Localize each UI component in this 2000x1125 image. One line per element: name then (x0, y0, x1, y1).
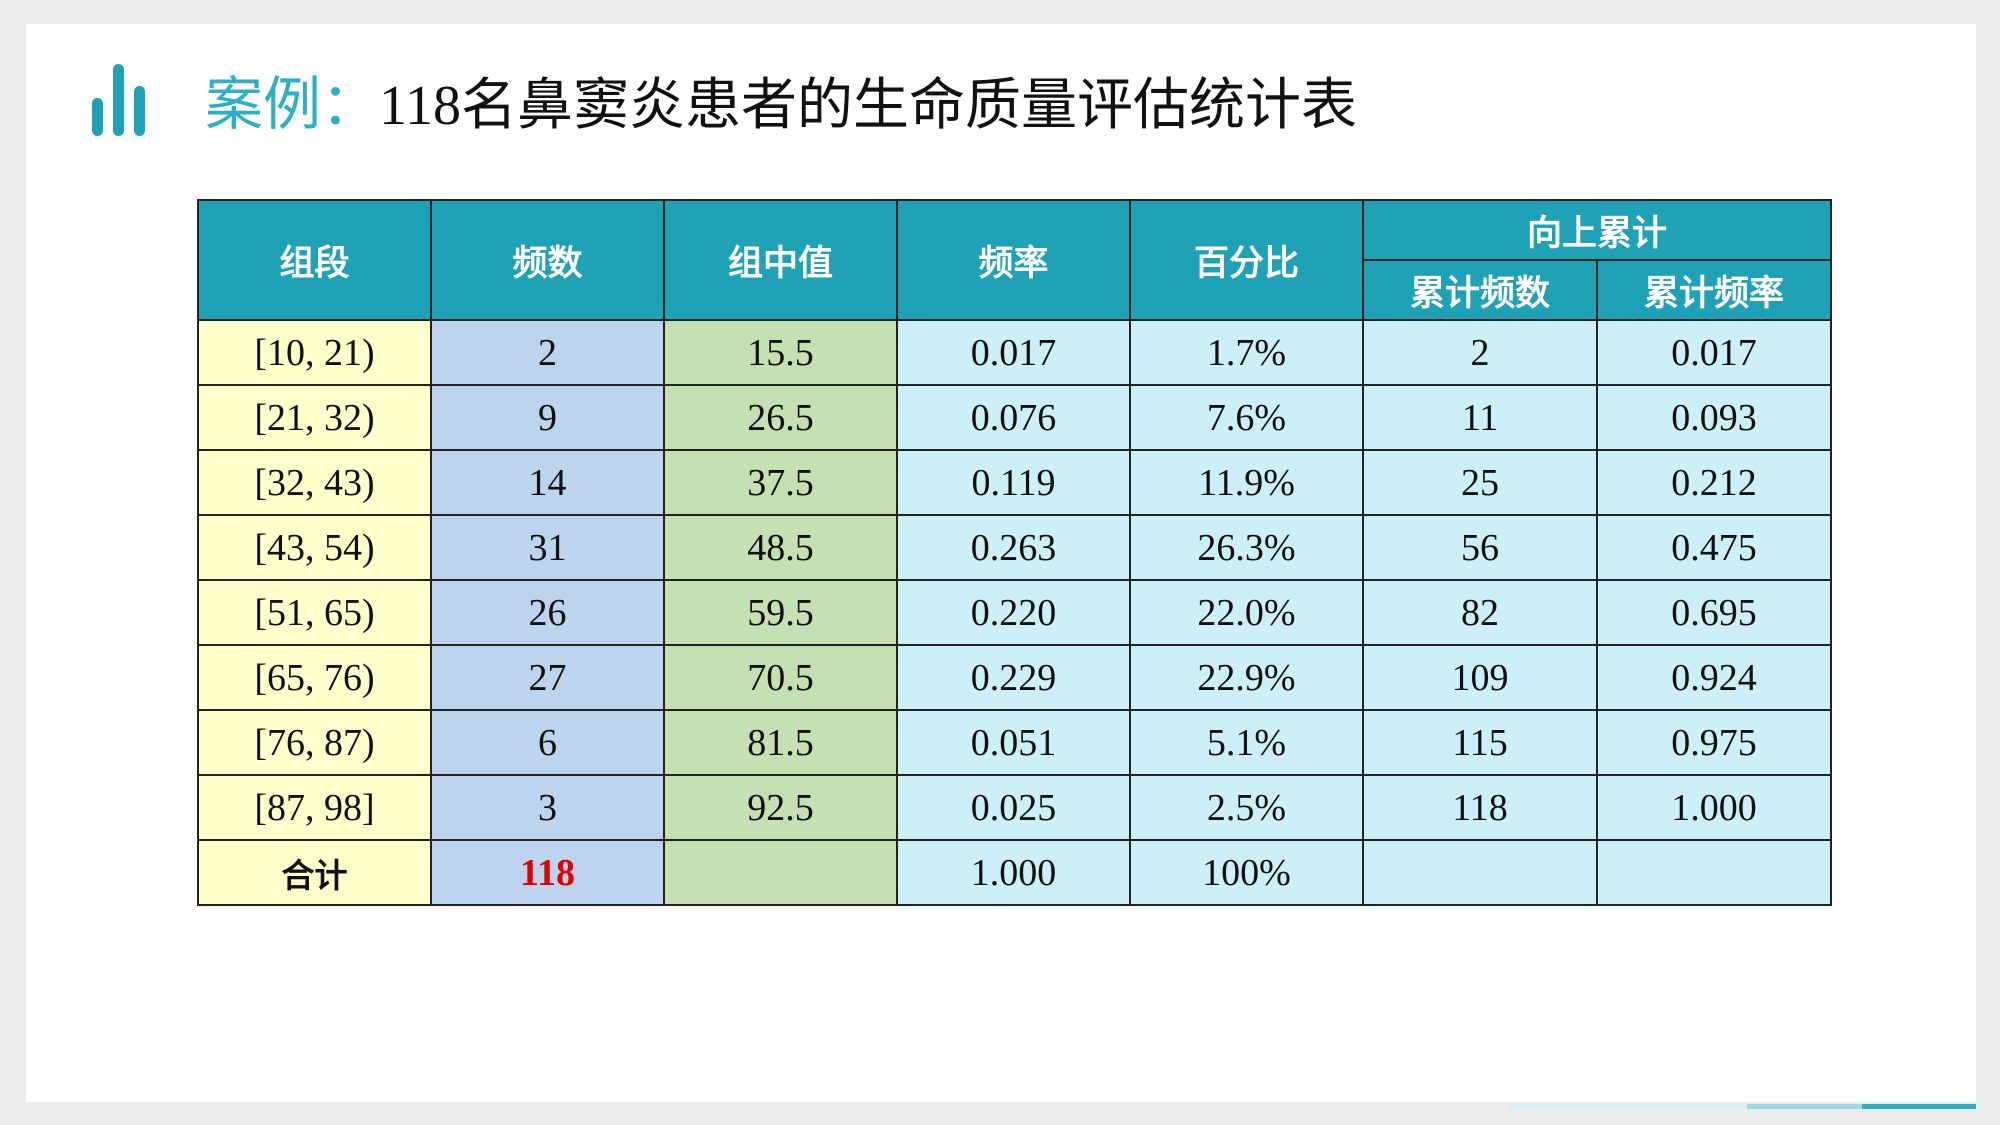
cell-cum-rate: 0.924 (1595, 644, 1833, 711)
header-cum-rate: 累计频率 (1595, 259, 1833, 321)
header-mid: 组中值 (663, 199, 898, 321)
footer-strip-dark (1862, 1104, 1976, 1109)
cell-mid: 81.5 (663, 709, 898, 776)
cell-rate: 0.017 (896, 319, 1131, 386)
cell-cum-rate: 0.093 (1595, 384, 1833, 451)
cell-range: [51, 65) (197, 579, 432, 646)
total-mid (663, 839, 898, 906)
cell-cum-rate: 0.017 (1595, 319, 1833, 386)
cell-cum-rate: 0.695 (1595, 579, 1833, 646)
title-label: 案例： (205, 70, 380, 138)
cell-cum-freq: 25 (1362, 449, 1598, 516)
header-rate: 频率 (896, 199, 1131, 321)
table-row: [43, 54) 31 48.5 0.263 26.3% 56 0.475 (197, 514, 1833, 581)
header-percent: 百分比 (1129, 199, 1364, 321)
header-cumulative: 向上累计 (1361, 199, 1833, 261)
cell-percent: 7.6% (1129, 384, 1364, 451)
page-title: 案例：118名鼻窦炎患者的生命质量评估统计表 (205, 64, 1357, 144)
cell-mid: 37.5 (663, 449, 898, 516)
total-label: 合计 (197, 839, 432, 906)
cell-freq: 2 (430, 319, 665, 386)
cell-mid: 59.5 (663, 579, 898, 646)
cell-mid: 26.5 (663, 384, 898, 451)
statistics-table: 组段 频数 组中值 频率 百分比 向上累计 累计频数 累计频率 [10, 21)… (197, 199, 1833, 906)
cell-percent: 22.0% (1129, 579, 1364, 646)
cell-freq: 27 (430, 644, 665, 711)
cell-cum-freq: 109 (1362, 644, 1598, 711)
cell-range: [10, 21) (197, 319, 432, 386)
cell-rate: 0.051 (896, 709, 1131, 776)
table-row: [76, 87) 6 81.5 0.051 5.1% 115 0.975 (197, 709, 1833, 776)
cell-range: [76, 87) (197, 709, 432, 776)
cell-mid: 48.5 (663, 514, 898, 581)
cell-freq: 9 (430, 384, 665, 451)
cell-percent: 5.1% (1129, 709, 1364, 776)
cell-freq: 26 (430, 579, 665, 646)
cell-cum-freq: 118 (1362, 774, 1598, 841)
cell-cum-rate: 0.475 (1595, 514, 1833, 581)
cell-mid: 70.5 (663, 644, 898, 711)
total-cum-rate (1595, 839, 1833, 906)
total-row: 合计 118 1.000 100% (197, 839, 1833, 906)
table-row: [10, 21) 2 15.5 0.017 1.7% 2 0.017 (197, 319, 1833, 386)
cell-freq: 3 (430, 774, 665, 841)
cell-range: [32, 43) (197, 449, 432, 516)
total-freq: 118 (430, 839, 665, 906)
cell-freq: 31 (430, 514, 665, 581)
cell-cum-freq: 11 (1362, 384, 1598, 451)
cell-cum-freq: 2 (1362, 319, 1598, 386)
cell-range: [65, 76) (197, 644, 432, 711)
table-row: [65, 76) 27 70.5 0.229 22.9% 109 0.924 (197, 644, 1833, 711)
footer-strip-light (1507, 1104, 1747, 1109)
table-row: [87, 98] 3 92.5 0.025 2.5% 118 1.000 (197, 774, 1833, 841)
header-row: 组段 频数 组中值 频率 百分比 向上累计 (197, 199, 1833, 321)
cell-percent: 22.9% (1129, 644, 1364, 711)
cell-cum-rate: 0.212 (1595, 449, 1833, 516)
cell-cum-rate: 0.975 (1595, 709, 1833, 776)
cell-mid: 92.5 (663, 774, 898, 841)
table-row: [51, 65) 26 59.5 0.220 22.0% 82 0.695 (197, 579, 1833, 646)
cell-cum-freq: 115 (1362, 709, 1598, 776)
cell-rate: 0.025 (896, 774, 1131, 841)
total-cum-freq (1362, 839, 1598, 906)
cell-range: [21, 32) (197, 384, 432, 451)
bar-chart-icon (92, 64, 148, 136)
total-rate: 1.000 (896, 839, 1131, 906)
cell-cum-freq: 82 (1362, 579, 1598, 646)
subheader-row: 累计频数 累计频率 (198, 259, 1833, 321)
header-freq: 频数 (430, 199, 665, 321)
footer-strip-mid (1747, 1104, 1862, 1109)
cell-cum-freq: 56 (1362, 514, 1598, 581)
header-range: 组段 (197, 199, 432, 321)
cell-rate: 0.076 (896, 384, 1131, 451)
total-percent: 100% (1129, 839, 1364, 906)
table-row: [32, 43) 14 37.5 0.119 11.9% 25 0.212 (197, 449, 1833, 516)
cell-freq: 6 (430, 709, 665, 776)
cell-percent: 11.9% (1129, 449, 1364, 516)
cell-cum-rate: 1.000 (1595, 774, 1833, 841)
table-body: [10, 21) 2 15.5 0.017 1.7% 2 0.017 [21, 32) 9 26.… (197, 319, 1833, 841)
table-row: [21, 32) 9 26.5 0.076 7.6% 11 0.093 (197, 384, 1833, 451)
cell-range: [87, 98] (197, 774, 432, 841)
cell-rate: 0.220 (896, 579, 1131, 646)
cell-rate: 0.229 (896, 644, 1131, 711)
cell-percent: 26.3% (1129, 514, 1364, 581)
cell-freq: 14 (430, 449, 665, 516)
title-text: 118名鼻窦炎患者的生命质量评估统计表 (379, 75, 1357, 137)
cell-mid: 15.5 (663, 319, 898, 386)
cell-rate: 0.119 (896, 449, 1131, 516)
cell-percent: 2.5% (1129, 774, 1364, 841)
cell-percent: 1.7% (1129, 319, 1364, 386)
cell-range: [43, 54) (197, 514, 432, 581)
header-cum-freq: 累计频数 (1362, 259, 1598, 321)
cell-rate: 0.263 (896, 514, 1131, 581)
